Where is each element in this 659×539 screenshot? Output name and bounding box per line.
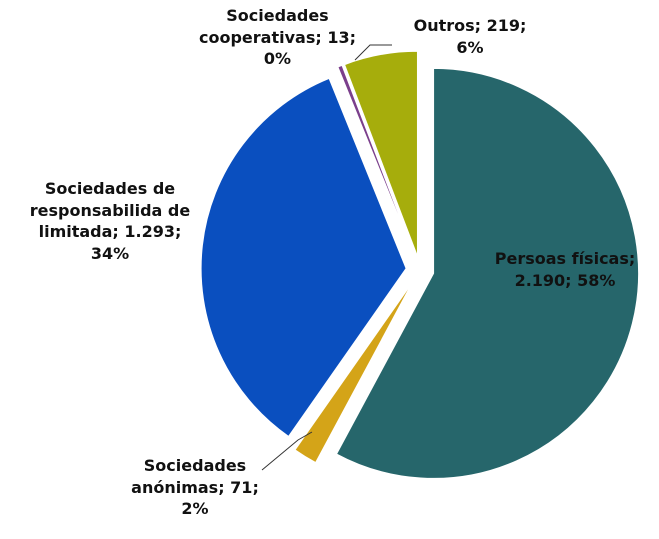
pie-slice	[337, 64, 416, 258]
data-label: Sociedades de responsabilida de limitada…	[29, 179, 191, 263]
leader-line	[261, 431, 313, 471]
data-label: Persoas físicas; 2.190; 58%	[494, 249, 636, 290]
pie-slice	[343, 50, 418, 257]
pie-slice	[335, 67, 640, 479]
data-label: Outros; 219; 6%	[413, 16, 527, 57]
pie-slice	[294, 281, 414, 464]
pie-slice	[200, 77, 407, 438]
data-label: Sociedades cooperativas; 13; 0%	[199, 6, 356, 69]
data-label: Sociedades anónimas; 71; 2%	[131, 456, 259, 519]
leader-line	[354, 44, 392, 61]
